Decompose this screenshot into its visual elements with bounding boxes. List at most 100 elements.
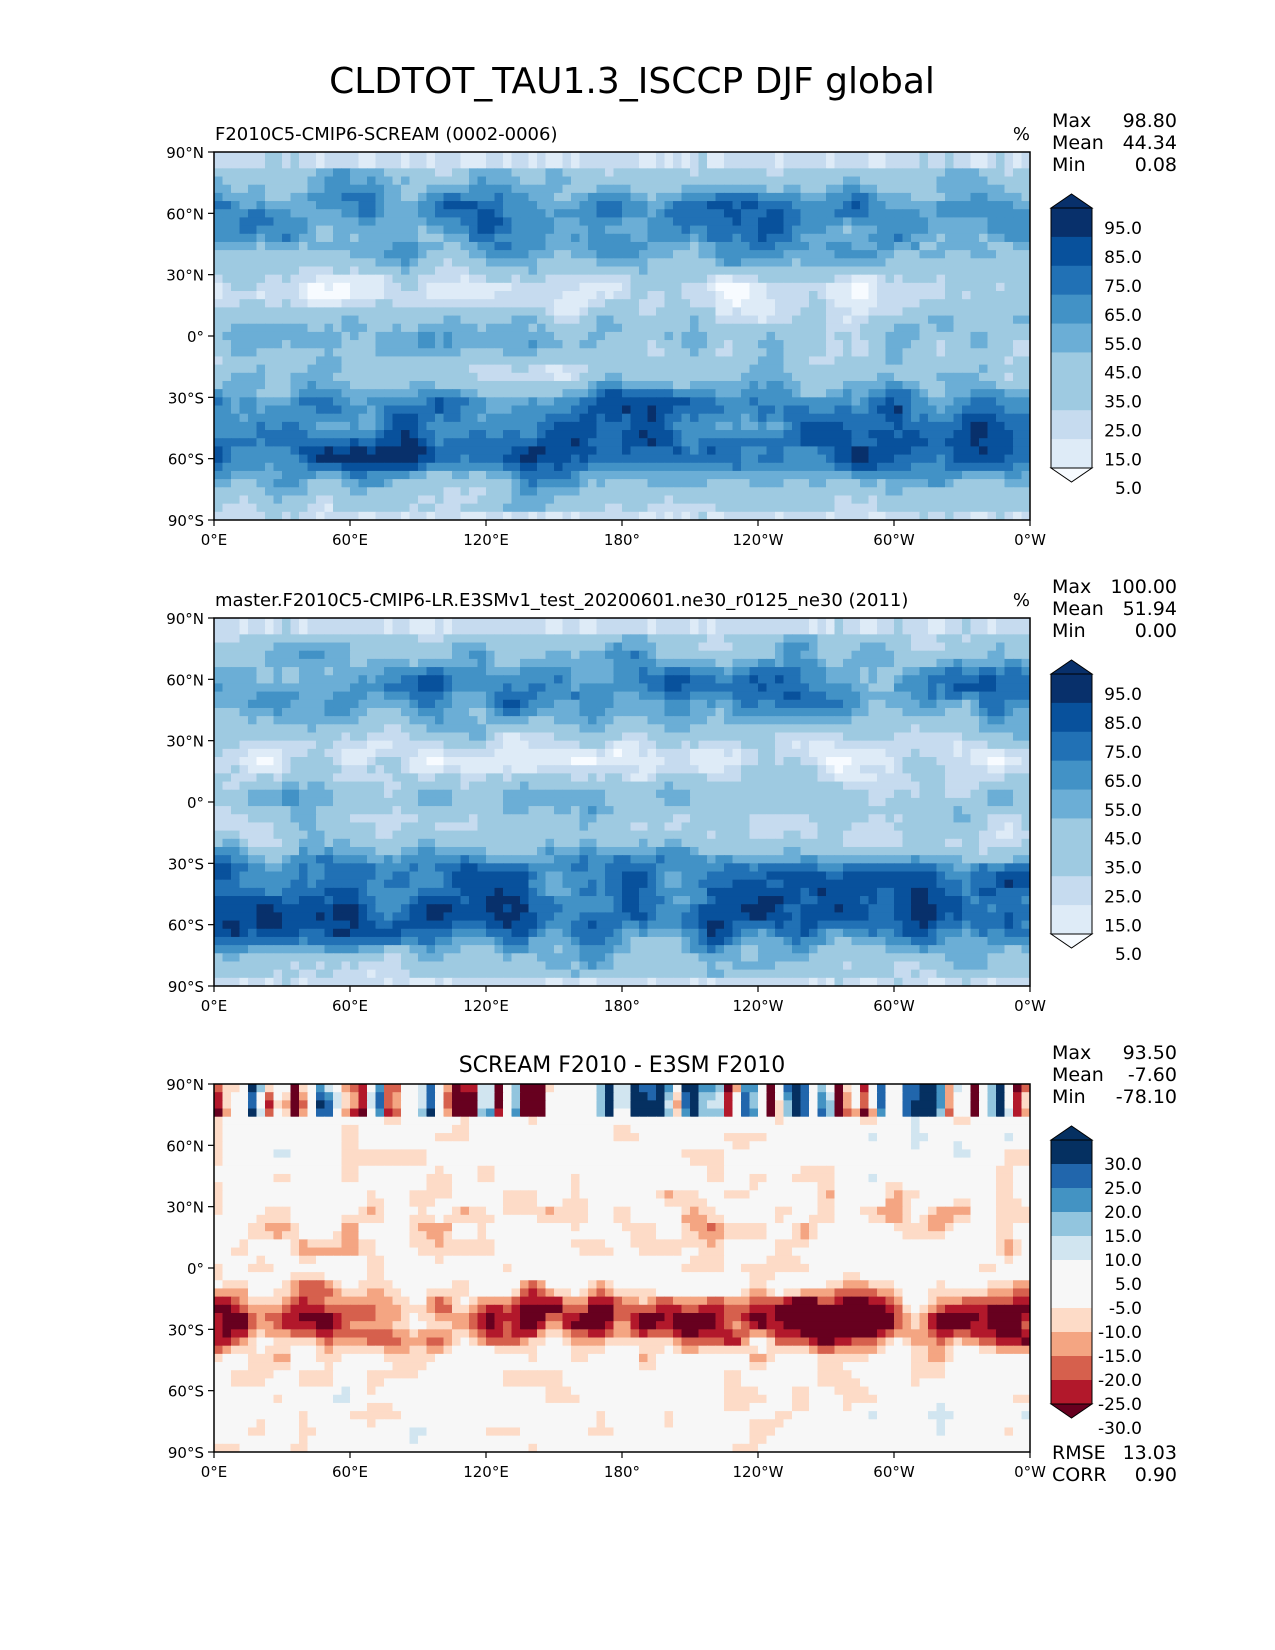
field-cell [605, 495, 615, 505]
field-cell [987, 364, 997, 374]
field-cell [690, 430, 700, 439]
field-cell [596, 626, 606, 635]
field-cell [1021, 503, 1030, 513]
field-cell [299, 421, 309, 431]
field-cell [834, 642, 844, 652]
field-cell [877, 503, 887, 513]
field-cell [520, 413, 530, 423]
field-cell [324, 176, 334, 186]
field-cell [826, 192, 836, 202]
field-cell [656, 658, 666, 668]
field-cell [970, 225, 980, 235]
field-cell [333, 323, 343, 333]
field-cell [911, 618, 921, 627]
field-cell [520, 487, 530, 497]
field-cell [885, 348, 895, 358]
field-cell [877, 152, 887, 161]
field-cell [911, 201, 921, 210]
field-cell [290, 274, 300, 284]
field-cell [1021, 160, 1030, 169]
field-cell [596, 503, 606, 513]
field-cell [520, 282, 530, 292]
field-cell [860, 323, 870, 333]
field-cell [401, 667, 411, 676]
field-cell [613, 266, 623, 276]
field-cell [367, 331, 377, 341]
field-cell [579, 282, 589, 292]
field-cell [698, 642, 708, 652]
field-cell [333, 454, 343, 464]
field-cell [579, 323, 589, 333]
field-cell [588, 250, 598, 259]
field-cell [248, 217, 258, 227]
field-cell [698, 479, 708, 488]
field-cell [384, 348, 394, 358]
field-cell [630, 462, 640, 472]
field-cell [885, 209, 895, 219]
field-cell [409, 413, 419, 423]
field-cell [511, 380, 521, 390]
field-cell [826, 176, 836, 186]
field-cell [214, 430, 224, 439]
field-cell [945, 282, 955, 292]
field-cell [486, 634, 496, 644]
field-cell [265, 658, 275, 668]
field-cell [936, 405, 946, 415]
field-cell [562, 307, 572, 317]
field-cell [732, 250, 742, 259]
field-cell [936, 462, 946, 472]
field-cell [851, 413, 861, 423]
field-cell [545, 446, 555, 456]
field-cell [656, 380, 666, 390]
field-cell [477, 462, 487, 472]
field-cell [1021, 250, 1030, 259]
field-cell [282, 152, 292, 161]
field-cell [562, 250, 572, 259]
field-cell [282, 184, 292, 194]
field-cell [256, 380, 266, 390]
field-cell [579, 331, 589, 341]
field-cell [392, 201, 402, 210]
field-cell [622, 421, 632, 431]
field-cell [214, 152, 224, 161]
field-cell [775, 176, 785, 186]
field-cell [350, 487, 360, 497]
field-cell [511, 233, 521, 243]
field-cell [919, 152, 929, 161]
field-cell [341, 470, 351, 480]
field-cell [248, 389, 258, 398]
field-cell [656, 201, 666, 210]
field-cell [443, 503, 453, 513]
field-cell [894, 323, 904, 333]
field-cell [299, 446, 309, 456]
field-cell [324, 487, 334, 497]
field-cell [953, 266, 963, 276]
field-cell [758, 503, 768, 513]
field-cell [690, 642, 700, 652]
field-cell [460, 201, 470, 210]
field-cell [307, 225, 317, 235]
field-cell [707, 233, 717, 243]
field-cell [486, 323, 496, 333]
field-cell [1004, 217, 1014, 227]
field-cell [817, 217, 827, 227]
field-cell [469, 405, 479, 415]
field-cell [775, 389, 785, 398]
field-cell [749, 282, 759, 292]
field-cell [409, 438, 419, 447]
field-cell [367, 479, 377, 488]
field-cell [749, 176, 759, 186]
field-cell [894, 658, 904, 668]
field-cell [851, 389, 861, 398]
field-cell [265, 495, 275, 505]
field-cell [851, 511, 861, 520]
field-cell [341, 250, 351, 259]
field-cell [256, 192, 266, 202]
field-cell [367, 307, 377, 317]
field-cell [503, 413, 513, 423]
field-cell [766, 201, 776, 210]
field-cell [690, 446, 700, 456]
field-cell [911, 446, 921, 456]
field-cell [741, 380, 751, 390]
field-cell [520, 405, 530, 415]
